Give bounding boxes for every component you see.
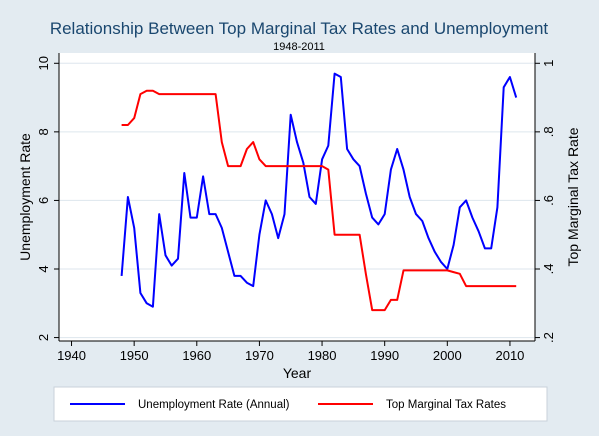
x-axis-title: Year xyxy=(283,365,312,381)
x-tick-label: 1990 xyxy=(370,348,399,363)
y2-tick-label: .2 xyxy=(541,332,556,343)
legend-label-0: Unemployment Rate (Annual) xyxy=(138,399,290,411)
y-tick-label: 10 xyxy=(36,56,51,70)
y-axis-title: Unemployment Rate xyxy=(17,133,33,261)
y-tick-label: 8 xyxy=(36,128,51,135)
legend: Unemployment Rate (Annual) Top Marginal T… xyxy=(70,399,506,411)
y2-tick-label: .4 xyxy=(541,264,556,275)
series-layer xyxy=(120,72,518,312)
series-line-top-marginal-tax-rates xyxy=(121,89,517,312)
x-tick-label: 1960 xyxy=(182,348,211,363)
chart-subtitle: 1948-2011 xyxy=(273,41,325,53)
y2-tick-label: .8 xyxy=(541,126,556,137)
series-line-unemployment-rate-annual xyxy=(120,72,518,308)
legend-box xyxy=(53,386,548,422)
axes: 2 4 6 8 10 .2 .4 .6 .8 1 1940 1950 1960 1970 1980 1990 2… xyxy=(36,53,556,363)
x-tick-label: 2010 xyxy=(495,348,524,363)
x-tick-label: 1980 xyxy=(308,348,337,363)
y2-axis-title: Top Marginal Tax Rate xyxy=(565,127,581,266)
legend-label-1: Top Marginal Tax Rates xyxy=(386,399,506,411)
y2-tick-label: 1 xyxy=(541,60,556,67)
y-tick-label: 2 xyxy=(36,334,51,341)
x-tick-label: 1970 xyxy=(245,348,274,363)
y2-tick-label: .6 xyxy=(541,195,556,206)
y-tick-label: 6 xyxy=(36,197,51,204)
x-tick-label: 2000 xyxy=(433,348,462,363)
y-tick-label: 4 xyxy=(36,265,51,272)
x-tick-label: 1950 xyxy=(120,348,149,363)
chart-title: Relationship Between Top Marginal Tax Ra… xyxy=(50,19,549,38)
x-tick-label: 1940 xyxy=(57,348,86,363)
plot-area xyxy=(59,53,535,341)
